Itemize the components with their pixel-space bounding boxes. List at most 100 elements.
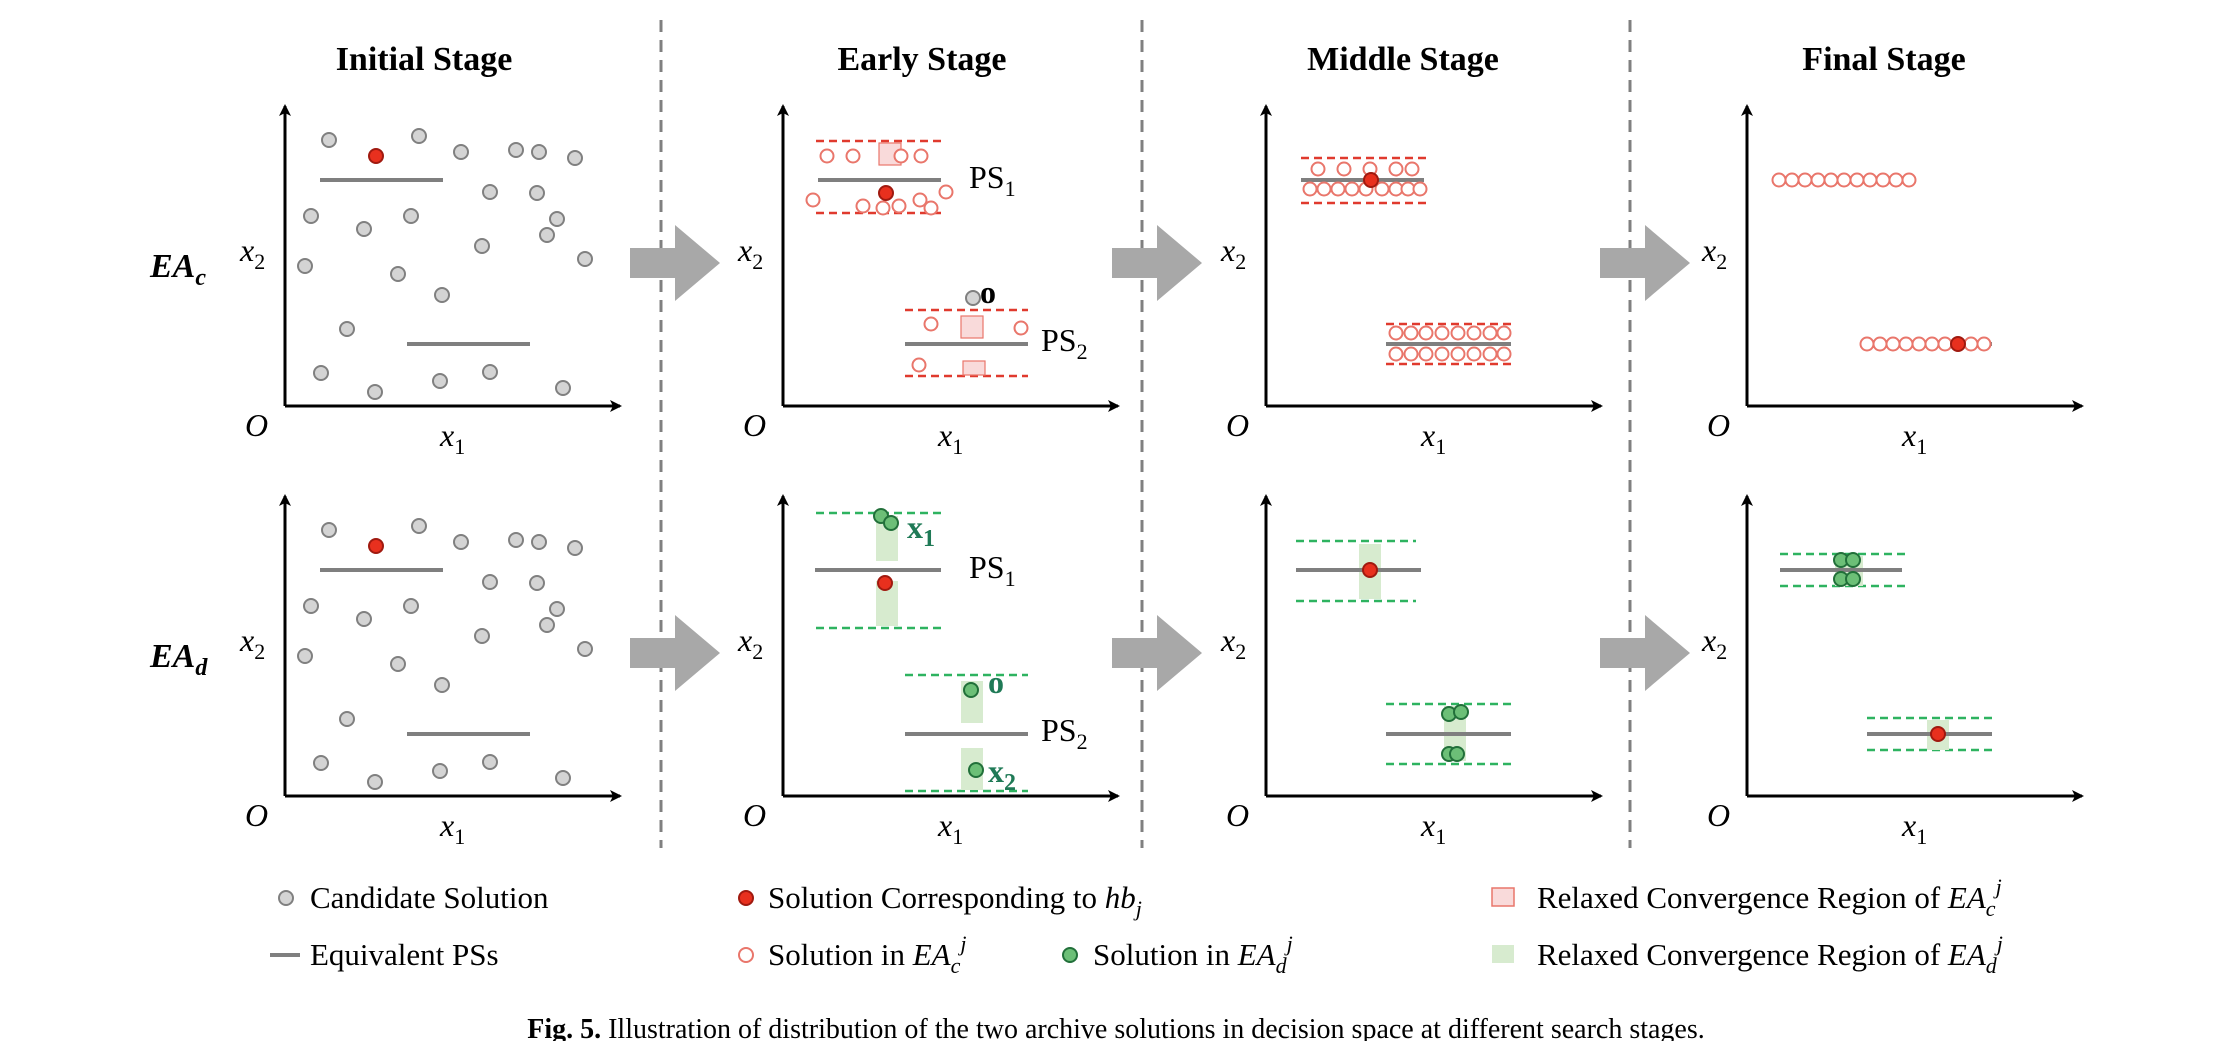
x2-axis-label: x2 bbox=[737, 622, 763, 664]
eac-solution bbox=[1872, 336, 1888, 352]
eac-solution bbox=[923, 200, 939, 216]
arrow-ed-1 bbox=[630, 615, 720, 691]
eac-solution bbox=[1911, 336, 1927, 352]
origin-label: O bbox=[245, 407, 268, 443]
eac-solution bbox=[805, 192, 821, 208]
stage-title-final: Final Stage bbox=[1802, 41, 1965, 78]
legend-region-c-text: Relaxed Convergence Region of EAcj bbox=[1537, 874, 2002, 921]
candidate-solution bbox=[539, 617, 555, 633]
figure-caption: Fig. 5. Illustration of distribution of … bbox=[527, 1014, 1705, 1041]
eac-solution bbox=[1310, 161, 1326, 177]
eac-solution bbox=[819, 148, 835, 164]
eac-solution bbox=[1388, 161, 1404, 177]
hb-solution bbox=[368, 538, 384, 554]
eac-solution bbox=[1302, 181, 1318, 197]
origin-label: O bbox=[743, 407, 766, 443]
candidate-solution bbox=[434, 287, 450, 303]
candidate-solution bbox=[403, 208, 419, 224]
eac-solution bbox=[875, 200, 891, 216]
x1-axis-label: x1 bbox=[937, 807, 963, 849]
candidate-solution bbox=[367, 774, 383, 790]
eac-solution bbox=[1434, 346, 1450, 362]
legend-region-d-marker bbox=[1492, 945, 1514, 963]
eac-solution bbox=[923, 316, 939, 332]
eac-solution bbox=[1418, 346, 1434, 362]
candidate-solution bbox=[411, 518, 427, 534]
origin-label: O bbox=[1226, 407, 1249, 443]
candidate-solution bbox=[555, 380, 571, 396]
eac-solution bbox=[1888, 172, 1904, 188]
origin-label: O bbox=[743, 797, 766, 833]
stage-title-early: Early Stage bbox=[837, 41, 1006, 78]
candidate-solution bbox=[531, 534, 547, 550]
hb-solution bbox=[877, 575, 893, 591]
ead-solution bbox=[1845, 552, 1861, 568]
legend-in-d-text: Solution in EAdj bbox=[1093, 931, 1293, 978]
candidate-solution bbox=[367, 384, 383, 400]
eac-solution bbox=[912, 192, 928, 208]
candidate-solution bbox=[339, 321, 355, 337]
ead-solution bbox=[883, 515, 899, 531]
eac-solution bbox=[1496, 325, 1512, 341]
eac-solution bbox=[1434, 325, 1450, 341]
legend-hb-text: Solution Corresponding to hbj bbox=[768, 880, 1142, 921]
x2-axis-label: x2 bbox=[1220, 232, 1246, 274]
eac-solution bbox=[1404, 161, 1420, 177]
eac-solution bbox=[1937, 336, 1953, 352]
legend-candidate-marker bbox=[278, 890, 294, 906]
ps-label: PS2 bbox=[1041, 712, 1088, 754]
candidate-solution bbox=[313, 365, 329, 381]
candidate-solution bbox=[549, 211, 565, 227]
candidate-solution bbox=[567, 540, 583, 556]
eac-solution bbox=[845, 148, 861, 164]
candidate-solution bbox=[474, 628, 490, 644]
arrow-ed-3 bbox=[1600, 615, 1690, 691]
candidate-solution bbox=[432, 763, 448, 779]
o-marker-label: o bbox=[988, 664, 1004, 700]
candidate-solution bbox=[529, 575, 545, 591]
candidate-solution bbox=[321, 132, 337, 148]
eac-solution bbox=[1797, 172, 1813, 188]
eac-solution bbox=[1885, 336, 1901, 352]
x2-marker-label: x2 bbox=[988, 753, 1016, 796]
x2-axis-label: x2 bbox=[737, 232, 763, 274]
eac-solution bbox=[1496, 346, 1512, 362]
x1-axis-label: x1 bbox=[1901, 807, 1927, 849]
eac-solution bbox=[1771, 172, 1787, 188]
origin-label: O bbox=[245, 797, 268, 833]
eac-solution bbox=[891, 198, 907, 214]
x2-axis-label: x2 bbox=[239, 622, 265, 664]
legend-in-c-marker bbox=[738, 947, 754, 963]
eac-solution bbox=[1466, 325, 1482, 341]
ps-label: PS2 bbox=[1041, 322, 1088, 364]
candidate-solution bbox=[549, 601, 565, 617]
candidate-solution bbox=[313, 755, 329, 771]
hb-solution bbox=[1950, 336, 1966, 352]
ead-solution bbox=[968, 762, 984, 778]
eac-solution bbox=[1450, 325, 1466, 341]
eac-solution bbox=[1336, 161, 1352, 177]
eac-solution bbox=[1963, 336, 1979, 352]
eac-solution bbox=[1388, 346, 1404, 362]
candidate-solution bbox=[434, 677, 450, 693]
eac-solution bbox=[1344, 181, 1360, 197]
row-label-eac: EAc bbox=[149, 248, 206, 291]
x2-axis-label: x2 bbox=[1701, 622, 1727, 664]
eac-solution bbox=[1849, 172, 1865, 188]
eac-solution bbox=[1898, 336, 1914, 352]
eac-solution bbox=[911, 357, 927, 373]
x2-axis-label: x2 bbox=[1701, 232, 1727, 274]
candidate-solution bbox=[482, 184, 498, 200]
eac-convergence-region bbox=[962, 360, 986, 376]
hb-solution bbox=[368, 148, 384, 164]
candidate-solution bbox=[321, 522, 337, 538]
candidate-solution bbox=[577, 641, 593, 657]
ead-solution bbox=[1845, 571, 1861, 587]
